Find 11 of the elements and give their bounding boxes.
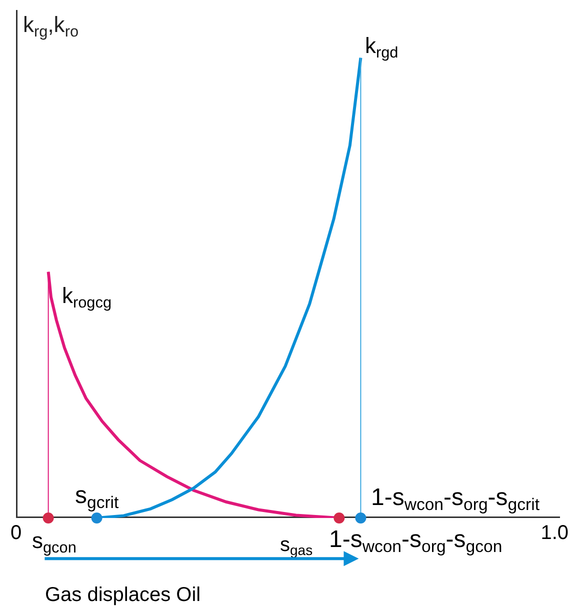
annotation: s$_{gas}$ [280,534,313,558]
x-tick-label: 1.0 [540,522,569,544]
annotation: s$_{gcrit}$ [75,482,120,512]
annotation: 1-s$_{wcon}$-s$_{org}$-s$_{gcrit}$ [371,484,540,514]
annotation: k$_{rgd}$ [365,33,398,62]
annotation: 1-s$_{wcon}$-s$_{org}$-s$_{gcon}$ [329,526,502,556]
y-axis-title: k$_{rg}$,k$_{ro}$ [23,12,78,41]
x-axis-title: Gas displaces Oil [45,584,201,606]
annotation: k$_{rogcg}$ [62,283,112,312]
annotation: s$_{gcon}$ [32,528,76,557]
x-tick-label: 0 [10,522,22,544]
